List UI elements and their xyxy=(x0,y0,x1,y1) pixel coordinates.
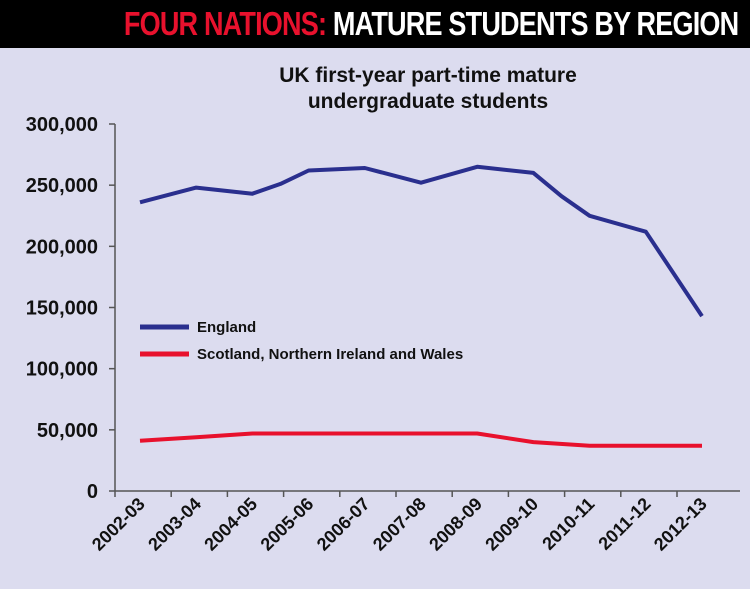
y-tick-label: 300,000 xyxy=(26,114,98,136)
x-tick-label: 2008-09 xyxy=(425,494,486,555)
chart-title-line-1: UK first-year part-time mature xyxy=(279,64,577,87)
x-tick-label: 2012-13 xyxy=(650,494,711,555)
y-tick-labels: 0 50,000 100,000 150,000 200,000 250,000 300,0… xyxy=(26,114,115,503)
header-banner: FOUR NATIONS: MATURE STUDENTS BY REGION xyxy=(0,0,750,48)
x-tick-label: 2006-07 xyxy=(313,494,374,555)
x-tick-label: 2009-10 xyxy=(481,494,542,555)
y-tick-label: 100,000 xyxy=(26,359,98,381)
header-title: FOUR NATIONS: MATURE STUDENTS BY REGION xyxy=(123,5,739,43)
series-line-england xyxy=(139,164,704,318)
x-tick-label: 2010-11 xyxy=(538,494,598,554)
x-tick-label: 2005-06 xyxy=(257,494,318,555)
legend-label-scotland-ni-wales: Scotland, Northern Ireland and Wales xyxy=(197,346,463,363)
header-title-red: FOUR NATIONS: xyxy=(123,5,327,42)
x-tick-label: 2011-12 xyxy=(594,494,654,554)
chart-panel xyxy=(0,48,750,589)
y-tick-label: 250,000 xyxy=(26,175,98,197)
series-line-scotland-ni-wales xyxy=(139,431,702,448)
chart-title-line-2: undergraduate students xyxy=(308,90,548,113)
header-title-white: MATURE STUDENTS BY REGION xyxy=(332,5,739,42)
x-tick-label: 2007-08 xyxy=(369,494,430,555)
series-lines xyxy=(139,164,704,448)
y-tick-label: 50,000 xyxy=(37,420,98,442)
legend-label-england: England xyxy=(197,319,256,336)
x-tick-labels: 2002-032003-042004-052005-062006-072007-… xyxy=(88,491,711,555)
y-tick-label: 150,000 xyxy=(26,298,98,320)
y-tick-label: 200,000 xyxy=(26,236,98,258)
y-tick-label: 0 xyxy=(87,481,98,503)
legend: England Scotland, Northern Ireland and W… xyxy=(140,319,463,363)
x-tick-label: 2004-05 xyxy=(200,494,261,555)
x-tick-label: 2003-04 xyxy=(144,494,205,555)
